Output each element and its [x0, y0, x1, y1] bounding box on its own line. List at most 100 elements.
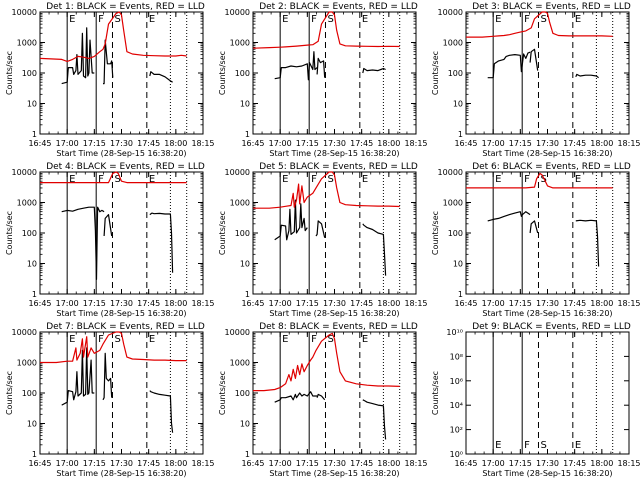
plot-frame [465, 11, 630, 135]
y-axis-title: Counts/sec [218, 371, 227, 415]
marker-label-s: S [327, 174, 333, 185]
x-tick-label: 16:45 [28, 299, 51, 308]
y-tick-label: 1000 [443, 39, 463, 48]
x-tick-label: 17:30 [536, 139, 559, 148]
y-tick-label: 10000 [225, 168, 250, 177]
x-tick-label: 18:15 [404, 299, 427, 308]
x-tick-label: 17:30 [110, 299, 133, 308]
series-line-events [61, 27, 95, 85]
y-tick-label: 1000 [230, 199, 250, 208]
series-line-lld [40, 331, 187, 364]
marker-label-s: S [114, 14, 120, 25]
y-tick-label: 10 [27, 420, 37, 429]
series-line-events [274, 51, 318, 81]
marker-label-f: F [98, 14, 104, 25]
y-tick-label: 100 [22, 389, 37, 398]
plot-frame [465, 171, 630, 295]
marker-label-s: S [540, 174, 546, 185]
plot-frame [252, 331, 417, 455]
y-axis-title: Counts/sec [5, 211, 14, 255]
series-line-lld [39, 11, 187, 63]
x-tick-label: 17:15 [83, 139, 106, 148]
x-tick-label: 18:00 [377, 459, 400, 468]
y-tick-label: 10⁰ [450, 450, 463, 459]
series-line-lld [252, 11, 400, 49]
y-tick-label: 10⁶ [450, 377, 463, 386]
y-tick-label: 10 [27, 260, 37, 269]
series-line-events [103, 39, 114, 85]
y-tick-label: 10000 [225, 328, 250, 337]
x-tick-label: 16:45 [28, 139, 51, 148]
y-axis-title: Counts/sec [218, 51, 227, 95]
x-tick-label: 18:15 [617, 139, 640, 148]
marker-label-f: F [524, 14, 530, 25]
x-tick-label: 17:45 [137, 139, 160, 148]
marker-label-e: E [282, 334, 288, 345]
marker-label-s: S [540, 14, 546, 25]
x-tick-label: 18:00 [164, 459, 187, 468]
y-tick-label: 10 [27, 100, 37, 109]
y-tick-label: 10⁴ [450, 401, 463, 410]
x-tick-label: 17:30 [323, 139, 346, 148]
x-tick-label: 18:00 [590, 459, 613, 468]
x-tick-label: 18:15 [191, 459, 214, 468]
x-tick-label: 16:45 [241, 139, 264, 148]
y-tick-label: 10 [240, 260, 250, 269]
x-tick-label: 17:30 [536, 299, 559, 308]
y-tick-label: 10000 [12, 168, 37, 177]
marker-label-s: S [327, 334, 333, 345]
panel-det-2: Det 2: BLACK = Events, RED = LLD 16:45 17:… [218, 2, 428, 158]
panel-title: Det 7: BLACK = Events, RED = LLD [46, 322, 205, 332]
y-tick-label: 10000 [12, 8, 37, 17]
x-tick-label: 17:15 [509, 139, 532, 148]
x-tick-label: 17:00 [482, 459, 505, 468]
panel-title: Det 8: BLACK = Events, RED = LLD [259, 322, 418, 332]
marker-label-e: E [149, 334, 155, 345]
x-tick-label: 17:15 [509, 299, 532, 308]
series-line-events [529, 48, 539, 71]
panel-title: Det 1: BLACK = Events, RED = LLD [46, 2, 205, 12]
x-axis-title: Start Time (28-Sep-15 16:38:20) [56, 469, 186, 478]
panel-det-9: Det 9: BLACK = Events, RED = LLD 16:45 17:… [431, 322, 640, 478]
panel-det-3: Det 3: BLACK = Events, RED = LLD 16:45 17:… [431, 2, 640, 158]
x-tick-label: 18:00 [377, 299, 400, 308]
y-tick-label: 1 [32, 450, 37, 459]
plot-frame [39, 11, 204, 135]
y-tick-label: 1 [245, 290, 250, 299]
x-tick-label: 16:45 [241, 299, 264, 308]
y-tick-label: 10¹⁰ [446, 328, 463, 337]
marker-label-e: E [69, 174, 75, 185]
panel-title: Det 4: BLACK = Events, RED = LLD [46, 162, 205, 172]
x-tick-label: 17:30 [110, 459, 133, 468]
y-tick-label: 10000 [438, 8, 463, 17]
marker-label-e: E [149, 14, 155, 25]
series-line-events [487, 51, 531, 79]
y-axis-title: Counts/sec [5, 51, 14, 95]
series-line-events [316, 393, 326, 401]
y-tick-label: 10000 [12, 328, 37, 337]
y-axis-title: Counts/sec [431, 211, 440, 255]
y-axis-title: Counts/sec [431, 51, 440, 95]
y-tick-label: 100 [235, 229, 250, 238]
x-tick-label: 18:15 [191, 139, 214, 148]
x-tick-label: 17:45 [137, 459, 160, 468]
x-tick-label: 17:00 [482, 139, 505, 148]
x-tick-label: 17:45 [563, 459, 586, 468]
y-tick-label: 1000 [17, 199, 37, 208]
x-tick-label: 18:15 [404, 459, 427, 468]
y-tick-label: 100 [235, 69, 250, 78]
x-tick-label: 18:00 [164, 299, 187, 308]
x-tick-label: 18:15 [617, 459, 640, 468]
y-tick-label: 1 [458, 130, 463, 139]
y-tick-label: 10 [453, 260, 463, 269]
x-tick-label: 17:15 [296, 459, 319, 468]
x-tick-label: 18:15 [617, 299, 640, 308]
y-tick-label: 1 [458, 290, 463, 299]
y-tick-label: 10 [240, 100, 250, 109]
y-tick-label: 10 [240, 420, 250, 429]
marker-label-e: E [282, 14, 288, 25]
y-tick-label: 1000 [443, 199, 463, 208]
y-axis-title: Counts/sec [5, 371, 14, 415]
panel-det-6: Det 6: BLACK = Events, RED = LLD 16:45 17:… [431, 162, 640, 318]
